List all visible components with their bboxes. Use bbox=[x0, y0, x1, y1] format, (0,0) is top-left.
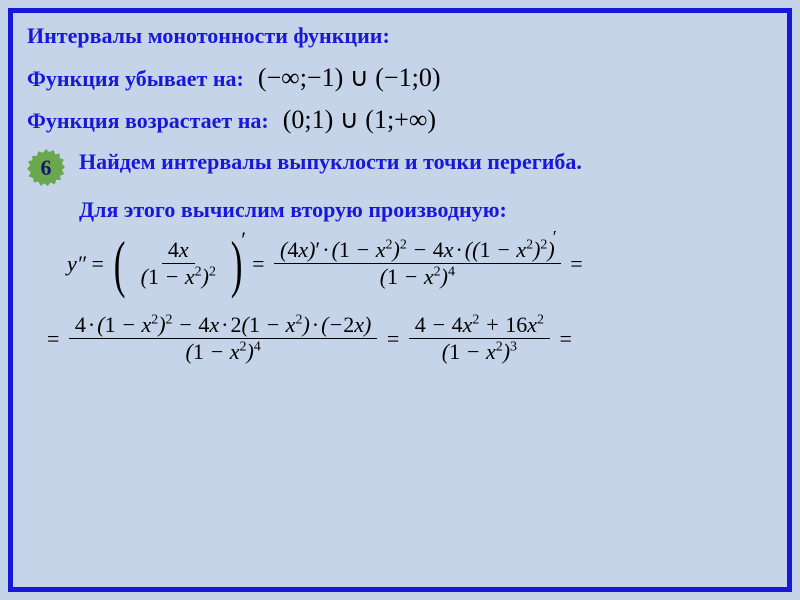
eq2-frac1-num: 4·(1 − x2)2 − 4x·2(1 − x2)·(−2x) bbox=[69, 312, 377, 339]
decreasing-label: Функция убывает на: bbox=[27, 66, 244, 92]
equals-sign: = bbox=[86, 251, 109, 277]
step-badge: 6 bbox=[27, 149, 65, 187]
decreasing-interval: (−∞;−1) ∪ (−1;0) bbox=[258, 63, 441, 93]
eq1-frac2-num: (4x)′·(1 − x2)2 − 4x·((1 − x2)2)′ bbox=[274, 237, 561, 264]
left-paren-icon: ( bbox=[114, 240, 126, 288]
step-row: 6 Найдем интервалы выпуклости и точки пе… bbox=[27, 147, 773, 187]
increasing-label: Функция возрастает на: bbox=[27, 108, 269, 134]
prime-icon: ′ bbox=[241, 227, 246, 253]
eq1-paren-group: ( 4x (1 − x2)2 ) ′ bbox=[109, 237, 252, 290]
equation-1: y″ = ( 4x (1 − x2)2 ) ′ = (4x)′·(1 − x2)… bbox=[67, 237, 773, 290]
eq1-frac2: (4x)′·(1 − x2)2 − 4x·((1 − x2)2)′ (1 − x… bbox=[274, 237, 561, 290]
eq2-frac1-den: (1 − x2)4 bbox=[180, 339, 267, 365]
eq1-frac1-den: (1 − x2)2 bbox=[135, 264, 222, 290]
increasing-interval: (0;1) ∪ (1;+∞) bbox=[283, 105, 436, 135]
equals-sign: = bbox=[381, 326, 404, 352]
section-heading: Интервалы монотонности функции: bbox=[27, 23, 773, 49]
decreasing-row: Функция убывает на: (−∞;−1) ∪ (−1;0) bbox=[27, 63, 773, 93]
equals-sign: = bbox=[565, 251, 583, 277]
eq1-frac1: 4x (1 − x2)2 bbox=[135, 237, 222, 290]
eq2-frac1: 4·(1 − x2)2 − 4x·2(1 − x2)·(−2x) (1 − x2… bbox=[69, 312, 377, 365]
equals-sign: = bbox=[47, 326, 65, 352]
eq2-frac2-den: (1 − x2)3 bbox=[436, 339, 523, 365]
step-subtitle: Для этого вычислим вторую производную: bbox=[79, 197, 773, 223]
eq1-frac1-num: 4x bbox=[162, 237, 195, 264]
increasing-row: Функция возрастает на: (0;1) ∪ (1;+∞) bbox=[27, 105, 773, 135]
step-title: Найдем интервалы выпуклости и точки пере… bbox=[79, 147, 773, 177]
eq1-frac2-den: (1 − x2)4 bbox=[374, 264, 461, 290]
equation-2: = 4·(1 − x2)2 − 4x·2(1 − x2)·(−2x) (1 − … bbox=[47, 312, 773, 365]
equals-sign: = bbox=[554, 326, 572, 352]
eq1-lhs: y″ bbox=[67, 251, 86, 277]
eq2-frac2-num: 4 − 4x2 + 16x2 bbox=[409, 312, 550, 339]
equals-sign: = bbox=[252, 251, 270, 277]
eq2-frac2: 4 − 4x2 + 16x2 (1 − x2)3 bbox=[409, 312, 550, 365]
